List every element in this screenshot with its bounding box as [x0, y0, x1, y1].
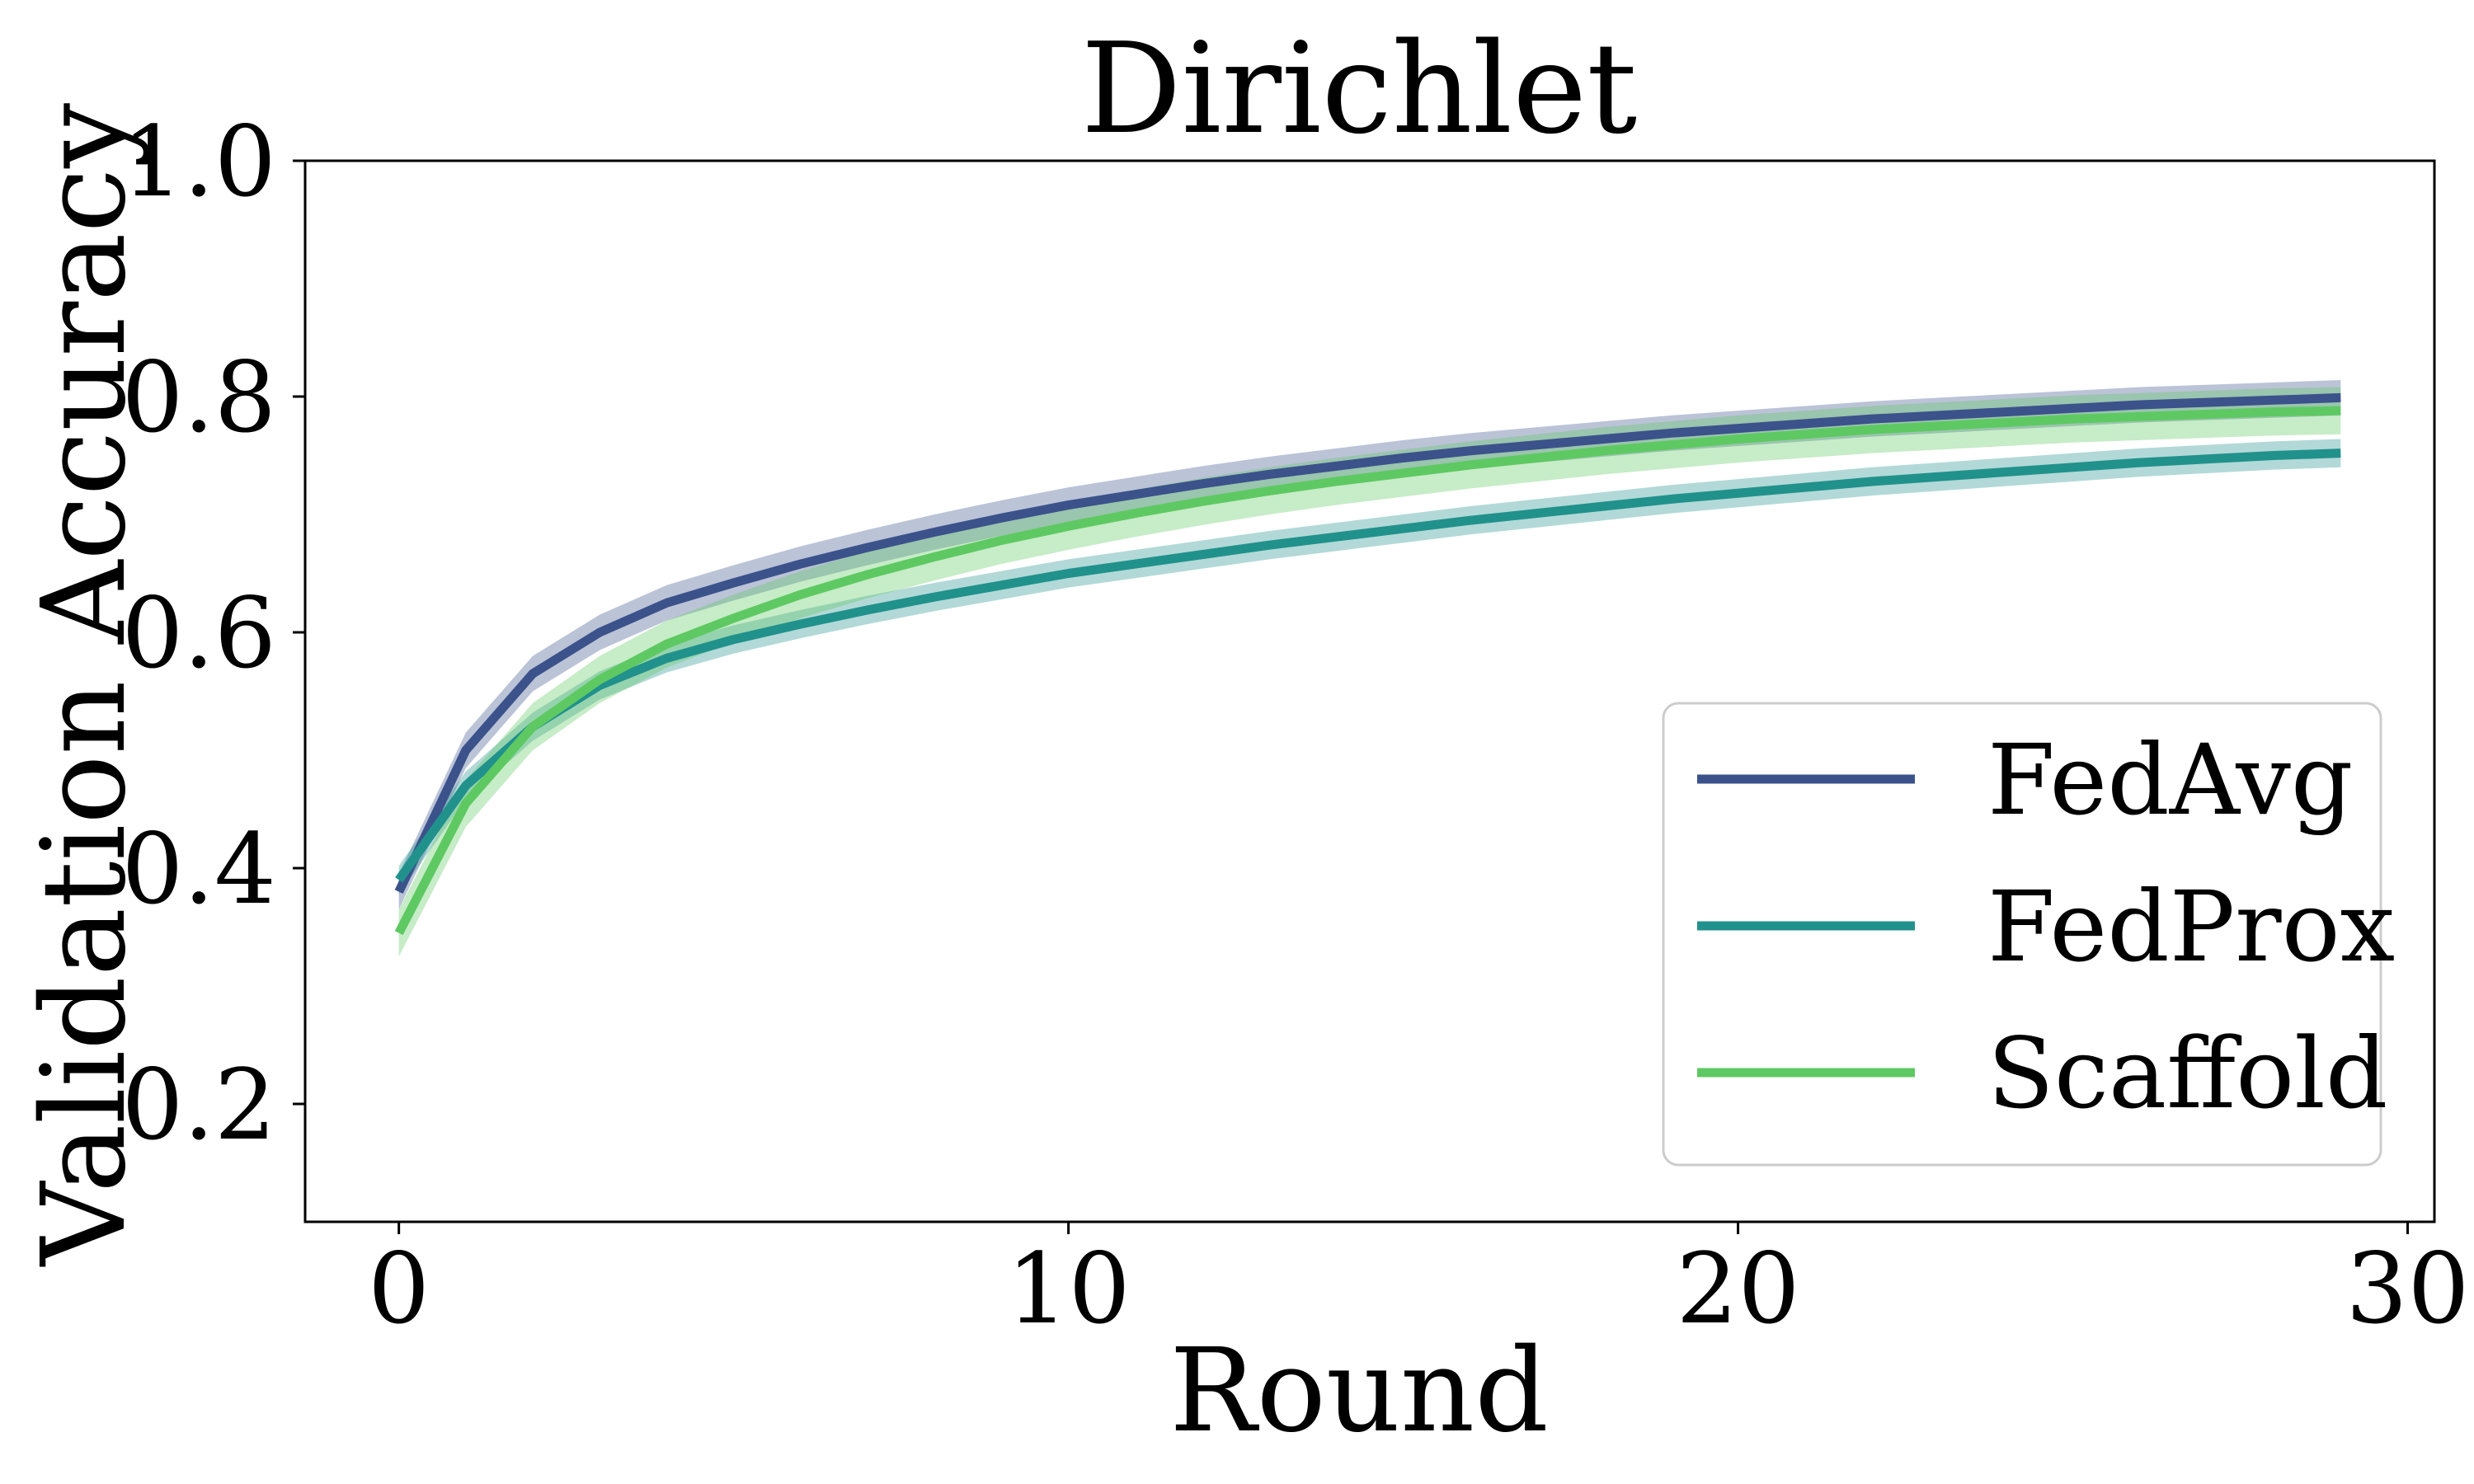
series-line-scaffold: [394, 406, 2341, 936]
chart-title: Dirichlet: [1081, 16, 1637, 162]
y-tick-label: 0.4: [121, 812, 276, 926]
y-tick-label: 0.2: [121, 1048, 276, 1162]
axes-frame: [303, 159, 2436, 1223]
legend: FedAvg FedProx Scaffold: [1662, 702, 2395, 1167]
x-tick-label: 20: [1676, 1232, 1799, 1345]
x-axis-label: Round: [1169, 1324, 1549, 1458]
plot-area: 0 10 20 30 0.2 0.4 0.6 0.8 1.0 FedAvg FedProx Scaff…: [121, 105, 2469, 1345]
y-axis-label: Validation Accuracy: [17, 103, 152, 1267]
y-tick-label: 0.6: [121, 576, 276, 690]
legend-label-fedavg: FedAvg: [1987, 723, 2353, 837]
legend-box: [1662, 702, 2382, 1167]
x-tick-label: 10: [1007, 1232, 1131, 1345]
legend-label-fedprox: FedProx: [1987, 870, 2395, 984]
series-line-fedavg: [394, 392, 2341, 894]
legend-label-scaffold: Scaffold: [1987, 1017, 2387, 1130]
y-tick-label: 1.0: [121, 105, 276, 218]
x-tick-label: 0: [368, 1232, 430, 1345]
y-tick-label: 0.8: [121, 340, 276, 454]
x-tick-label: 30: [2345, 1232, 2469, 1345]
series-line-fedprox: [395, 448, 2341, 883]
